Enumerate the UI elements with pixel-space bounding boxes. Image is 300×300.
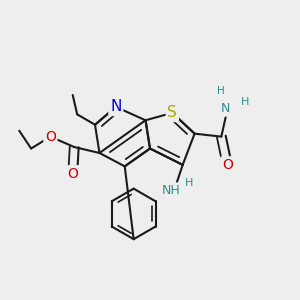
Text: N: N	[110, 99, 122, 114]
Text: O: O	[222, 158, 233, 172]
Text: N: N	[221, 103, 230, 116]
Text: O: O	[45, 130, 56, 144]
Text: H: H	[185, 178, 194, 188]
Text: NH: NH	[162, 184, 181, 196]
Text: H: H	[241, 98, 249, 107]
Text: O: O	[67, 167, 78, 181]
Text: H: H	[218, 85, 225, 96]
Text: S: S	[167, 105, 177, 120]
